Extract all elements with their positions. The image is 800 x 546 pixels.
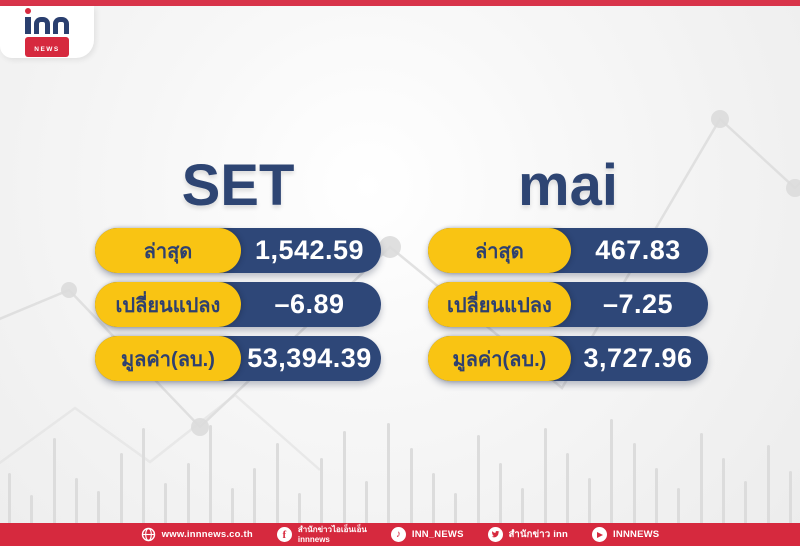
volume-bar <box>521 488 525 523</box>
volume-bar <box>387 423 391 523</box>
youtube-handle: INNNEWS <box>613 529 660 540</box>
volume-bar <box>655 468 659 523</box>
logo-red-dot <box>25 8 31 14</box>
facebook-icon: f <box>276 527 292 542</box>
twitter-icon <box>487 527 503 542</box>
mai-index-panel: mai ล่าสุด 467.83 เปลี่ยนแปลง –7.25 มูลค… <box>428 142 708 390</box>
volume-bar <box>409 448 413 523</box>
volume-bar <box>498 463 502 523</box>
website-url: www.innnews.co.th <box>161 529 253 540</box>
youtube-icon <box>592 527 608 542</box>
volume-bar <box>253 468 257 523</box>
tiktok-handle: INN_NEWS <box>411 529 464 540</box>
volume-bar <box>186 463 190 523</box>
volume-bar <box>454 493 458 523</box>
volume-bar <box>722 458 725 523</box>
mai-value-value: 3,727.96 <box>583 343 693 373</box>
volume-bar <box>298 493 302 523</box>
volume-bar <box>119 453 123 523</box>
mai-change-value: –7.25 <box>602 289 674 319</box>
set-latest-row: ล่าสุด 1,542.59 <box>95 228 381 273</box>
volume-bar <box>677 488 681 523</box>
set-value-label: มูลค่า(ลบ.) <box>95 336 241 381</box>
volume-bar <box>543 428 547 523</box>
inn-news-logo: NEWS <box>0 6 94 58</box>
volume-bar <box>275 443 279 523</box>
logo-letter-n <box>53 17 69 34</box>
twitter-handle: สำนักข่าว inn <box>508 529 569 540</box>
set-index-panel: SET ล่าสุด 1,542.59 เปลี่ยนแปลง –6.89 มู… <box>95 142 381 390</box>
volume-bar <box>74 478 78 523</box>
set-change-row: เปลี่ยนแปลง –6.89 <box>95 282 381 327</box>
logo-letters <box>25 7 69 34</box>
set-value-row: มูลค่า(ลบ.) 53,394.39 <box>95 336 381 381</box>
logo-letter-n <box>34 17 50 34</box>
facebook-handle-line1: สำนักข่าวไอเอ็นเอ็น <box>297 525 367 535</box>
set-change-label: เปลี่ยนแปลง <box>95 282 241 327</box>
facebook-handle-line2: innnews <box>297 534 330 544</box>
footer-twitter: สำนักข่าว inn <box>487 527 569 542</box>
volume-bar <box>141 428 145 523</box>
footer-tiktok: ♪ INN_NEWS <box>390 527 464 542</box>
volume-bar <box>565 453 569 523</box>
set-title: SET <box>181 152 295 218</box>
volume-bar <box>744 481 748 523</box>
volume-bar <box>30 495 34 523</box>
mai-value-label: มูลค่า(ลบ.) <box>428 336 571 381</box>
top-accent-strip <box>0 0 800 6</box>
set-latest-label: ล่าสุด <box>95 228 241 273</box>
mai-value-row: มูลค่า(ลบ.) 3,727.96 <box>428 336 708 381</box>
set-value-value: 53,394.39 <box>247 343 372 373</box>
volume-bar <box>610 419 614 523</box>
volume-bar <box>97 491 101 523</box>
volume-bar <box>231 488 235 523</box>
volume-bar <box>320 458 324 523</box>
mai-latest-row: ล่าสุด 467.83 <box>428 228 708 273</box>
background-volume-bars <box>8 413 792 523</box>
volume-bar <box>431 473 435 523</box>
volume-bar <box>52 438 56 523</box>
volume-bar <box>208 425 212 523</box>
footer-social-bar: www.innnews.co.th f สำนักข่าวไอเอ็นเอ็น … <box>0 523 800 546</box>
set-latest-value: 1,542.59 <box>254 235 365 265</box>
logo-news-text: NEWS <box>34 46 60 53</box>
volume-bar <box>365 481 368 523</box>
volume-bar <box>342 431 346 523</box>
volume-bar <box>699 433 703 523</box>
tiktok-icon: ♪ <box>390 527 406 542</box>
logo-letter-i <box>25 8 31 34</box>
mai-latest-label: ล่าสุด <box>428 228 571 273</box>
volume-bar <box>164 483 168 523</box>
footer-website: www.innnews.co.th <box>141 527 253 542</box>
volume-bar <box>766 445 770 523</box>
logo-news-banner: NEWS <box>25 37 69 57</box>
volume-bar <box>632 443 636 523</box>
volume-bar <box>476 435 480 523</box>
volume-bar <box>588 478 592 523</box>
footer-youtube: INNNEWS <box>592 527 659 542</box>
volume-bar <box>8 473 11 523</box>
mai-latest-value: 467.83 <box>595 235 681 265</box>
set-change-value: –6.89 <box>274 289 345 319</box>
mai-change-label: เปลี่ยนแปลง <box>428 282 571 327</box>
footer-facebook: f สำนักข่าวไอเอ็นเอ็น innnews <box>276 525 367 544</box>
mai-title: mai <box>518 152 618 218</box>
mai-change-row: เปลี่ยนแปลง –7.25 <box>428 282 708 327</box>
volume-bar <box>788 471 792 523</box>
globe-icon <box>141 527 155 542</box>
